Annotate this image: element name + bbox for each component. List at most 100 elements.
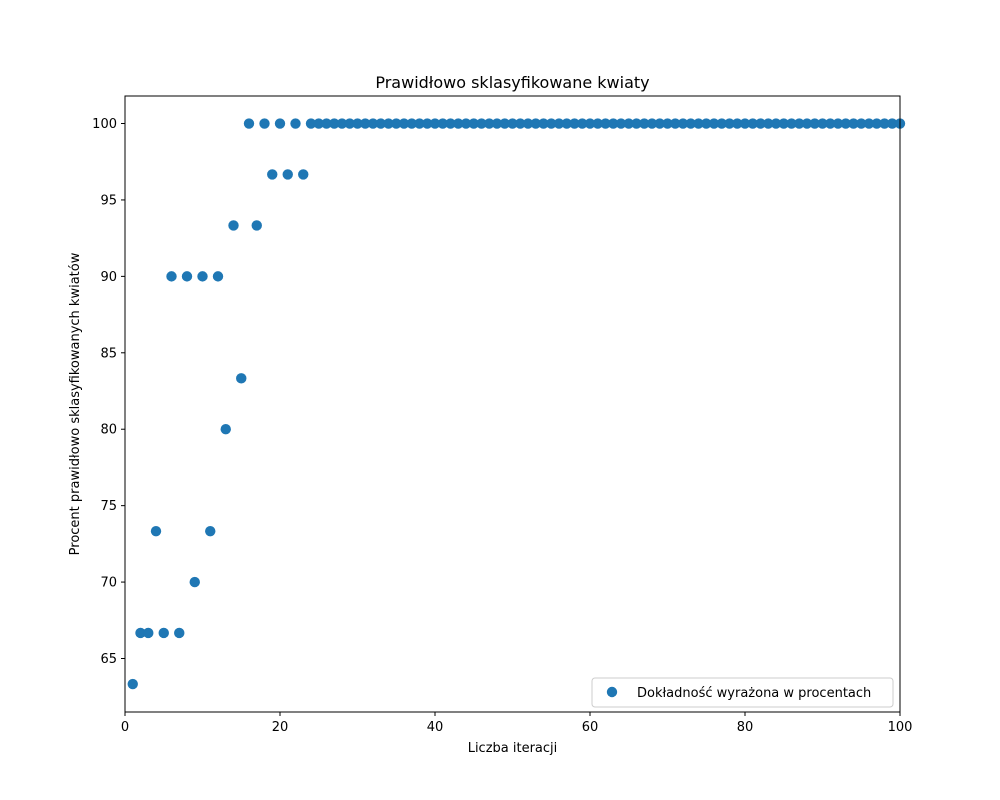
y-tick-label: 75	[100, 499, 117, 514]
data-point	[553, 118, 565, 129]
data-point	[546, 118, 557, 129]
data-point	[809, 118, 820, 129]
data-point	[158, 627, 169, 639]
data-point	[267, 169, 278, 180]
data-point	[212, 271, 224, 282]
data-point	[453, 118, 464, 129]
data-point	[476, 118, 487, 129]
data-point	[336, 118, 348, 129]
y-tick-label: 65	[100, 652, 117, 667]
x-tick-label: 20	[272, 720, 289, 735]
data-point	[150, 525, 162, 537]
data-point	[670, 118, 681, 129]
data-point	[561, 118, 572, 129]
data-point	[724, 118, 735, 129]
data-point	[127, 678, 138, 690]
data-point	[236, 373, 247, 384]
data-point	[879, 118, 890, 129]
data-point	[538, 118, 549, 129]
data-point	[608, 118, 619, 129]
data-point	[701, 118, 712, 129]
data-point	[832, 118, 844, 129]
data-point	[708, 118, 720, 129]
data-point	[887, 118, 898, 129]
data-point	[739, 118, 751, 129]
data-point	[367, 118, 379, 129]
data-point	[383, 118, 394, 129]
data-point	[863, 118, 875, 129]
data-point	[515, 118, 526, 129]
data-point	[569, 118, 580, 129]
y-tick-label: 80	[100, 423, 117, 438]
chart-title: Prawidłowo sklasyfikowane kwiaty	[375, 73, 649, 92]
data-point	[282, 169, 293, 180]
x-tick-label: 60	[582, 720, 599, 735]
data-point	[848, 118, 859, 129]
data-point	[468, 118, 479, 129]
data-point	[778, 118, 789, 129]
y-tick-label: 100	[92, 117, 117, 132]
data-point	[491, 118, 503, 129]
data-point	[646, 118, 658, 129]
data-point	[801, 118, 813, 129]
data-point	[499, 118, 510, 129]
data-point	[228, 220, 239, 231]
legend-marker	[606, 686, 618, 698]
data-point	[654, 118, 665, 129]
x-tick-label: 0	[121, 720, 129, 735]
data-point	[391, 118, 402, 129]
data-point	[716, 118, 727, 129]
data-point	[631, 118, 642, 129]
data-point	[592, 118, 603, 129]
data-point	[770, 118, 782, 129]
data-point	[677, 118, 689, 129]
y-tick-label: 85	[100, 346, 117, 361]
data-point	[143, 627, 154, 639]
data-point	[189, 576, 200, 588]
data-point	[429, 118, 441, 129]
data-point	[398, 118, 410, 129]
plot-frame	[124, 95, 901, 713]
data-point	[817, 118, 828, 129]
data-point	[484, 118, 495, 129]
data-point	[174, 627, 185, 639]
data-point	[313, 118, 324, 129]
data-point	[290, 118, 301, 129]
data-point	[406, 118, 417, 129]
data-point	[871, 118, 882, 129]
data-point	[375, 118, 386, 129]
y-tick-label: 95	[100, 193, 117, 208]
data-point	[321, 118, 332, 129]
data-point	[840, 118, 851, 129]
data-point	[414, 118, 425, 129]
data-point	[360, 118, 371, 129]
data-point	[584, 118, 596, 129]
data-point	[600, 118, 611, 129]
data-point	[445, 118, 456, 129]
data-point	[685, 118, 696, 129]
data-point	[794, 118, 805, 129]
data-point	[693, 118, 704, 129]
data-point	[329, 118, 340, 129]
data-point	[577, 118, 588, 129]
data-point	[747, 118, 758, 129]
legend-label: Dokładność wyrażona w procentach	[637, 686, 871, 701]
data-point	[298, 169, 309, 180]
data-point	[615, 118, 627, 129]
data-point	[662, 118, 673, 129]
data-point	[197, 271, 208, 282]
data-point	[437, 118, 448, 129]
data-point	[755, 118, 766, 129]
data-point	[786, 118, 797, 129]
x-axis: 0 20 40 60 80 100	[121, 712, 912, 735]
x-axis-label: Liczba iteracji	[468, 741, 558, 756]
data-point	[623, 118, 634, 129]
legend: Dokładność wyrażona w procentach	[591, 677, 894, 708]
data-point	[825, 118, 836, 129]
data-point	[530, 118, 541, 129]
data-point	[220, 424, 231, 435]
x-tick-label: 80	[737, 720, 754, 735]
points-layer	[127, 118, 906, 690]
